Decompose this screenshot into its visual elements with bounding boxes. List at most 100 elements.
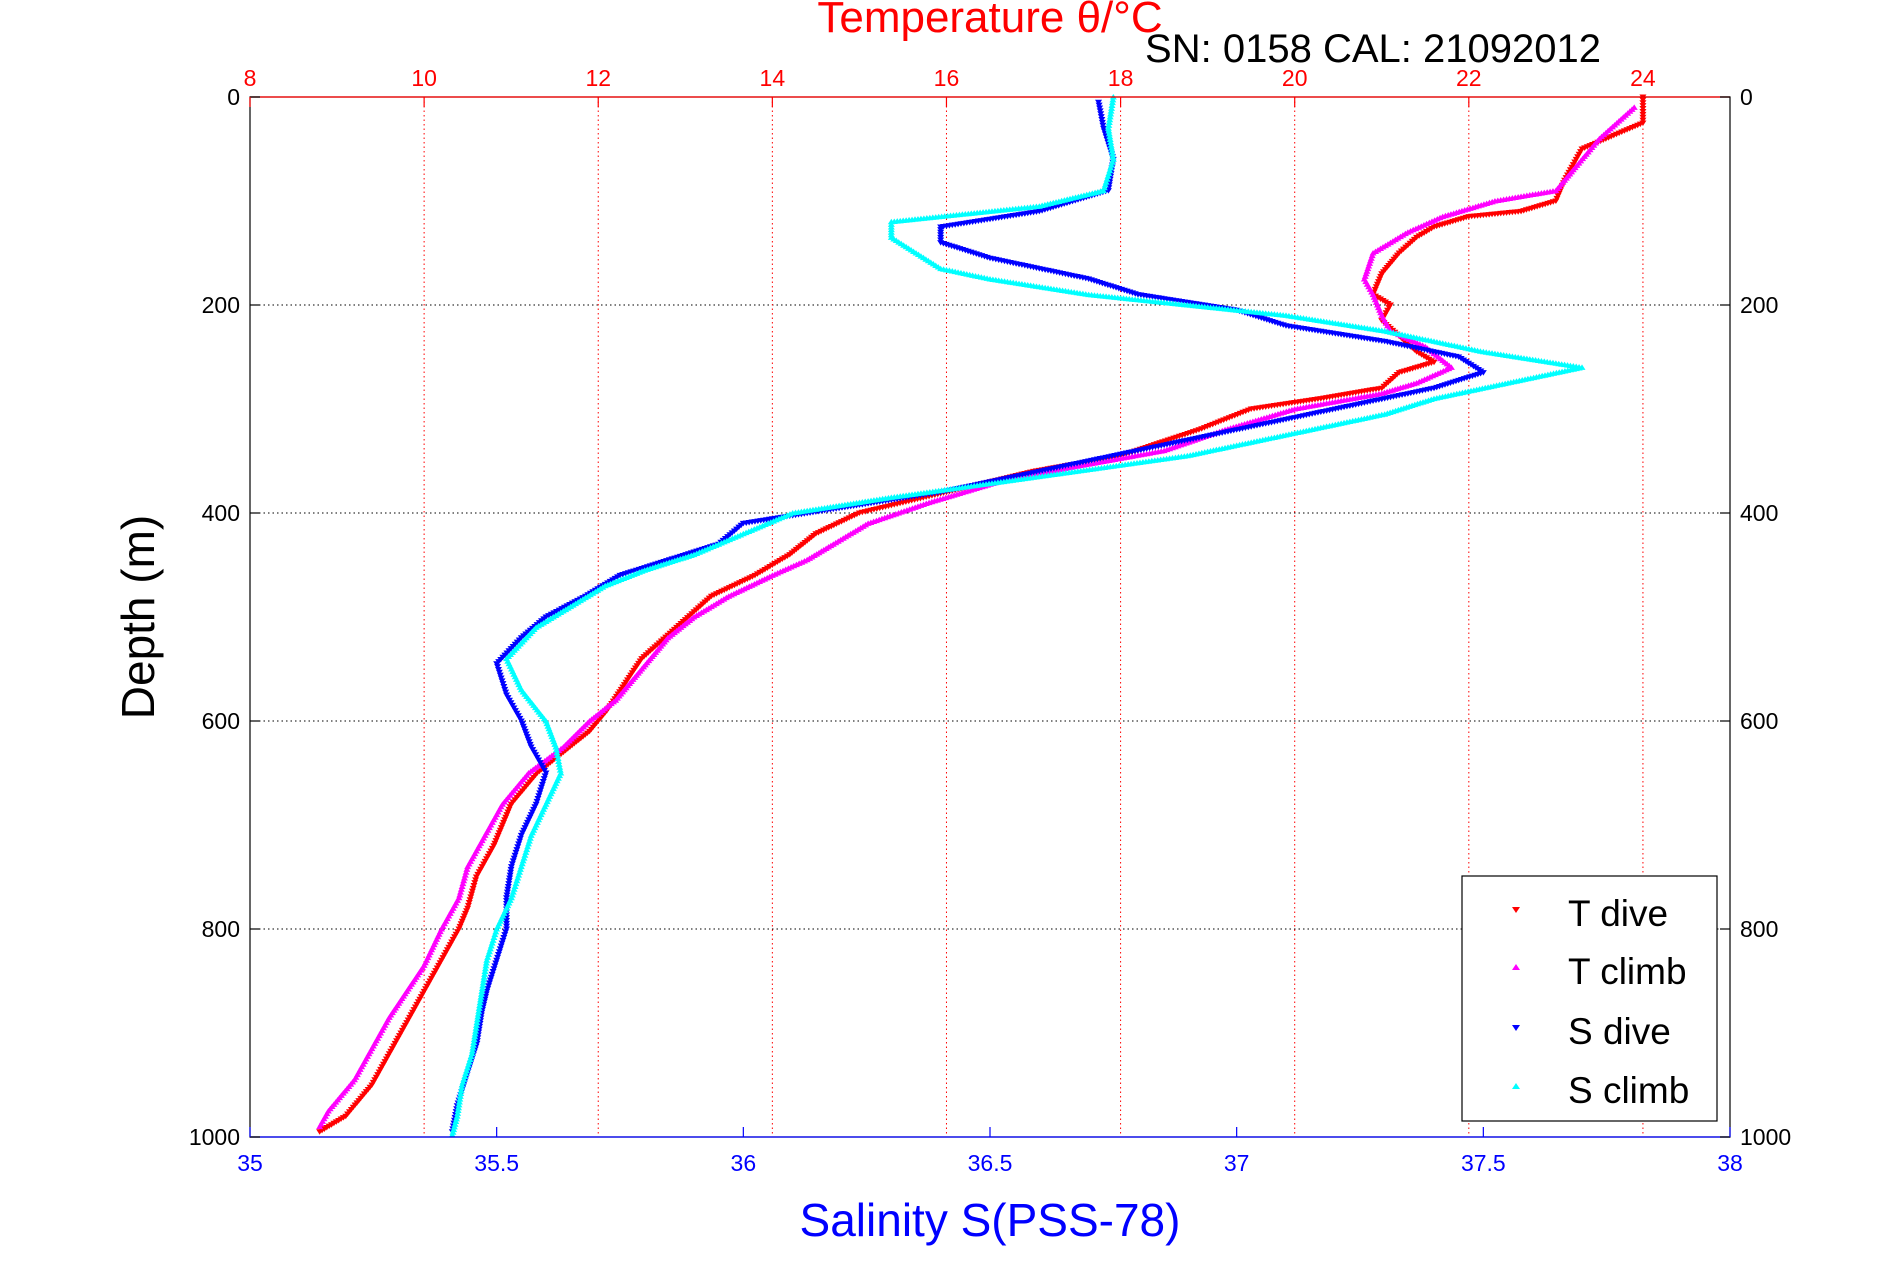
data-point-s-climb xyxy=(478,988,486,994)
data-point-s-climb xyxy=(509,889,517,895)
temperature-tick-label: 10 xyxy=(411,65,437,91)
data-point-s-climb xyxy=(526,835,534,841)
data-point-s-climb xyxy=(1105,170,1113,177)
data-point-s-climb xyxy=(456,1093,464,1099)
data-point-s-climb xyxy=(1108,150,1116,157)
data-point-s-climb xyxy=(1107,108,1115,114)
data-point-s-climb xyxy=(554,755,562,762)
data-point-s-climb xyxy=(457,1087,465,1094)
data-point-s-climb xyxy=(462,1070,470,1077)
data-point-s-dive xyxy=(498,940,506,947)
data-point-s-dive xyxy=(539,779,547,785)
y-axis-label: Depth (m) xyxy=(112,515,164,719)
data-point-t-dive xyxy=(468,888,476,895)
data-point-s-dive xyxy=(511,852,519,859)
data-point-s-climb xyxy=(1107,164,1115,171)
data-point-t-dive xyxy=(1639,114,1647,121)
data-point-s-climb xyxy=(488,940,496,946)
data-point-s-dive xyxy=(493,957,501,964)
data-point-s-dive xyxy=(490,966,498,972)
data-point-s-climb xyxy=(455,1099,463,1105)
data-point-s-climb xyxy=(525,838,533,844)
data-point-s-climb xyxy=(1105,128,1113,134)
data-point-s-climb xyxy=(449,1129,457,1135)
temperature-tick-label: 12 xyxy=(585,65,611,91)
data-point-s-climb xyxy=(527,832,535,838)
series-t-climb xyxy=(316,104,1638,1130)
data-point-s-dive xyxy=(489,969,497,975)
data-point-s-climb xyxy=(479,979,487,986)
data-point-s-climb xyxy=(452,1115,460,1122)
data-point-t-climb xyxy=(462,869,470,875)
data-point-s-dive xyxy=(501,932,509,938)
data-point-s-dive xyxy=(533,798,541,805)
data-point-s-climb xyxy=(491,931,499,938)
data-point-t-climb xyxy=(463,866,471,872)
data-point-s-climb xyxy=(461,1073,469,1079)
data-point-s-climb xyxy=(454,1110,462,1116)
data-point-s-climb xyxy=(485,948,493,955)
data-point-s-climb xyxy=(492,928,500,935)
data-point-s-climb xyxy=(483,957,491,963)
data-point-s-dive xyxy=(505,878,513,884)
data-point-s-climb xyxy=(455,1101,463,1108)
data-point-s-climb xyxy=(476,999,484,1006)
data-point-s-climb xyxy=(523,846,531,853)
data-point-t-climb xyxy=(457,886,465,892)
data-point-s-climb xyxy=(1105,122,1113,128)
data-point-t-dive xyxy=(1639,117,1647,124)
data-point-s-dive xyxy=(507,869,515,876)
data-point-s-climb xyxy=(515,872,523,878)
data-point-s-dive xyxy=(534,796,542,802)
legend-marker-s-climb xyxy=(1512,1083,1520,1089)
legend: T dive T climb S dive S climb xyxy=(1461,875,1718,1122)
data-point-s-climb xyxy=(519,857,527,864)
data-point-s-climb xyxy=(1109,153,1117,160)
data-point-s-dive xyxy=(504,886,512,893)
data-point-s-climb xyxy=(522,849,530,855)
data-point-s-climb xyxy=(474,1011,482,1017)
data-point-s-climb xyxy=(448,1131,456,1138)
data-point-s-climb xyxy=(1108,162,1116,168)
data-point-t-dive xyxy=(469,885,477,892)
data-point-s-climb xyxy=(477,994,485,1000)
salinity-tick-label: 36 xyxy=(731,1150,757,1176)
salinity-tick-label: 37.5 xyxy=(1461,1150,1506,1176)
data-point-s-climb xyxy=(452,1118,460,1125)
salinity-tick-label: 35.5 xyxy=(474,1150,519,1176)
data-point-s-dive xyxy=(538,784,546,791)
data-point-s-dive xyxy=(517,832,525,839)
data-point-s-dive xyxy=(516,838,524,845)
data-point-s-climb xyxy=(1106,136,1114,143)
data-point-s-dive xyxy=(503,923,511,930)
data-point-s-climb xyxy=(1107,142,1115,148)
data-point-s-climb xyxy=(1106,113,1114,120)
data-point-s-dive xyxy=(497,943,505,950)
data-point-s-climb xyxy=(478,985,486,992)
data-point-s-dive xyxy=(535,793,543,799)
data-point-t-climb xyxy=(459,880,467,887)
legend-entry-s-dive: S dive xyxy=(1512,1011,1671,1052)
data-point-s-dive xyxy=(499,937,507,944)
data-point-t-climb xyxy=(464,863,472,870)
data-point-t-dive xyxy=(465,900,473,906)
data-point-s-climb xyxy=(464,1062,472,1068)
data-point-s-dive xyxy=(501,686,509,693)
data-point-s-dive xyxy=(499,681,507,687)
data-point-s-climb xyxy=(480,977,488,983)
depth-tick-label-left: 600 xyxy=(202,708,240,734)
data-point-s-dive xyxy=(1098,117,1106,123)
legend-marker-s-dive xyxy=(1512,1025,1520,1031)
depth-tick-label-right: 400 xyxy=(1740,500,1778,526)
data-point-s-climb xyxy=(514,874,522,881)
x-axis-label: Salinity S(PSS-78) xyxy=(800,1194,1181,1246)
depth-tick-label-left: 200 xyxy=(202,292,240,318)
data-point-s-dive xyxy=(1095,102,1103,109)
data-point-s-climb xyxy=(555,761,563,767)
data-point-s-dive xyxy=(494,952,502,958)
data-point-t-dive xyxy=(472,874,480,880)
data-point-s-climb xyxy=(482,960,490,966)
data-point-s-climb xyxy=(554,752,562,759)
data-point-s-climb xyxy=(469,1045,477,1051)
data-point-s-dive xyxy=(507,864,515,870)
